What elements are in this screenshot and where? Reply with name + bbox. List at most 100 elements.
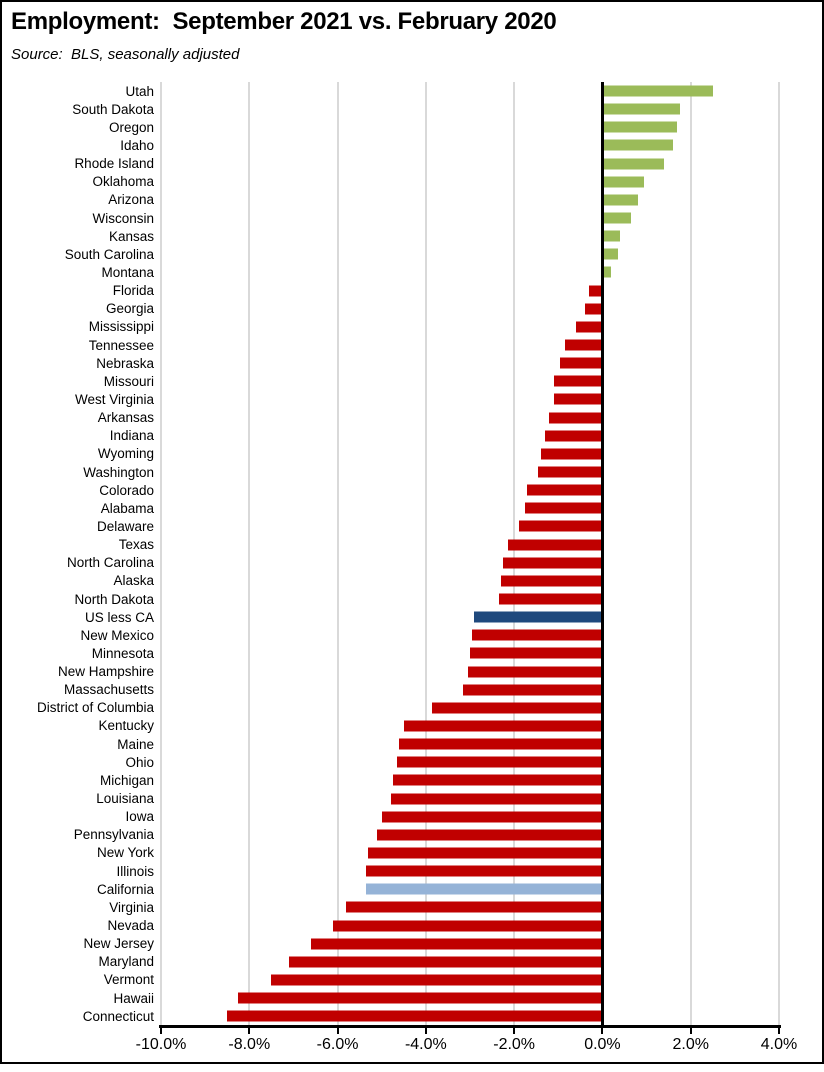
chart-row-delaware: Delaware (2, 517, 822, 535)
bar-texas (507, 539, 601, 551)
bar-track (161, 608, 779, 626)
bar-track (161, 427, 779, 445)
axis-tick--2 (513, 1025, 516, 1034)
bar-track (161, 263, 779, 281)
chart-row-vermont: Vermont (2, 971, 822, 989)
category-label: Utah (125, 83, 154, 99)
category-label: New York (96, 845, 154, 861)
bar-wisconsin (603, 212, 632, 224)
bar-track (161, 409, 779, 427)
bar-track (161, 626, 779, 644)
bar-alaska (500, 575, 601, 587)
chart-row-florida: Florida (2, 282, 822, 300)
chart-row-rhode-island: Rhode Island (2, 155, 822, 173)
bar-track (161, 826, 779, 844)
bar-north-dakota (498, 593, 601, 605)
bar-district-of-columbia (432, 702, 601, 714)
category-label: Maine (117, 736, 154, 752)
bar-rows: Utah South Dakota Oregon Idaho Rhode Island O… (2, 82, 822, 1025)
bar-colorado (527, 484, 601, 496)
category-label: Washington (83, 464, 154, 480)
category-label: New Mexico (80, 627, 154, 643)
bar-oklahoma (603, 176, 645, 188)
chart-row-georgia: Georgia (2, 300, 822, 318)
chart-row-south-carolina: South Carolina (2, 245, 822, 263)
bar-new-york (368, 847, 601, 859)
chart-row-alaska: Alaska (2, 572, 822, 590)
category-label: North Carolina (66, 555, 154, 571)
bar-maine (399, 738, 601, 750)
category-label: Indiana (109, 428, 154, 444)
bar-new-hampshire (467, 666, 601, 678)
chart-row-massachusetts: Massachusetts (2, 681, 822, 699)
bar-track (161, 390, 779, 408)
bar-track (161, 808, 779, 826)
axis-tick-label--8: -8.0% (228, 1036, 271, 1053)
bar-track (161, 844, 779, 862)
bar-track (161, 735, 779, 753)
bar-track (161, 227, 779, 245)
chart-row-utah: Utah (2, 82, 822, 100)
bar-track (161, 209, 779, 227)
category-label: Iowa (125, 809, 154, 825)
axis-tick-label--10: -10.0% (135, 1036, 187, 1053)
category-label: Pennsylvania (73, 827, 154, 843)
bar-wyoming (540, 448, 601, 460)
bar-track (161, 536, 779, 554)
bar-track (161, 282, 779, 300)
category-label: Vermont (103, 972, 154, 988)
bar-track (161, 971, 779, 989)
chart-row-california: California (2, 880, 822, 898)
category-label: Maryland (98, 954, 154, 970)
chart-row-new-mexico: New Mexico (2, 626, 822, 644)
bar-track (161, 935, 779, 953)
category-label: Ohio (125, 754, 154, 770)
axis-tick-4 (778, 1025, 780, 1034)
bar-nebraska (560, 357, 601, 369)
category-label: Arizona (108, 192, 154, 208)
bar-track (161, 880, 779, 898)
category-label: South Dakota (72, 101, 154, 117)
chart-row-arkansas: Arkansas (2, 409, 822, 427)
chart-row-hawaii: Hawaii (2, 989, 822, 1007)
chart-row-michigan: Michigan (2, 771, 822, 789)
category-label: Idaho (120, 137, 154, 153)
bar-california (366, 883, 601, 895)
bar-track (161, 481, 779, 499)
x-axis-line (159, 1025, 781, 1028)
chart-row-alabama: Alabama (2, 499, 822, 517)
chart-row-nevada: Nevada (2, 916, 822, 934)
axis-tick-label--2: -2.0% (493, 1036, 536, 1053)
bar-tennessee (564, 339, 601, 351)
bar-kentucky (403, 720, 601, 732)
bar-track (161, 173, 779, 191)
chart-row-new-hampshire: New Hampshire (2, 663, 822, 681)
chart-row-virginia: Virginia (2, 898, 822, 916)
bar-georgia (584, 303, 601, 315)
bar-indiana (545, 430, 601, 442)
category-label: Kentucky (98, 718, 154, 734)
bar-track (161, 300, 779, 318)
bar-virginia (346, 901, 601, 913)
gridline-2 (689, 82, 692, 1025)
chart-source-note: Source: BLS, seasonally adjusted (11, 46, 240, 63)
bar-west-virginia (553, 393, 601, 405)
category-label: Wisconsin (92, 210, 154, 226)
bar-track (161, 191, 779, 209)
chart-row-missouri: Missouri (2, 372, 822, 390)
chart-row-maryland: Maryland (2, 953, 822, 971)
chart-row-idaho: Idaho (2, 136, 822, 154)
bar-track (161, 771, 779, 789)
chart-row-north-carolina: North Carolina (2, 554, 822, 572)
category-label: South Carolina (64, 246, 154, 262)
bar-utah (603, 85, 713, 97)
bar-track (161, 953, 779, 971)
chart-row-arizona: Arizona (2, 191, 822, 209)
bar-idaho (603, 139, 674, 151)
category-label: Delaware (96, 518, 154, 534)
category-label: Nevada (107, 918, 154, 934)
plot-area: Utah South Dakota Oregon Idaho Rhode Island O… (37, 82, 780, 1025)
category-label: Oklahoma (92, 174, 154, 190)
chart-row-wisconsin: Wisconsin (2, 209, 822, 227)
